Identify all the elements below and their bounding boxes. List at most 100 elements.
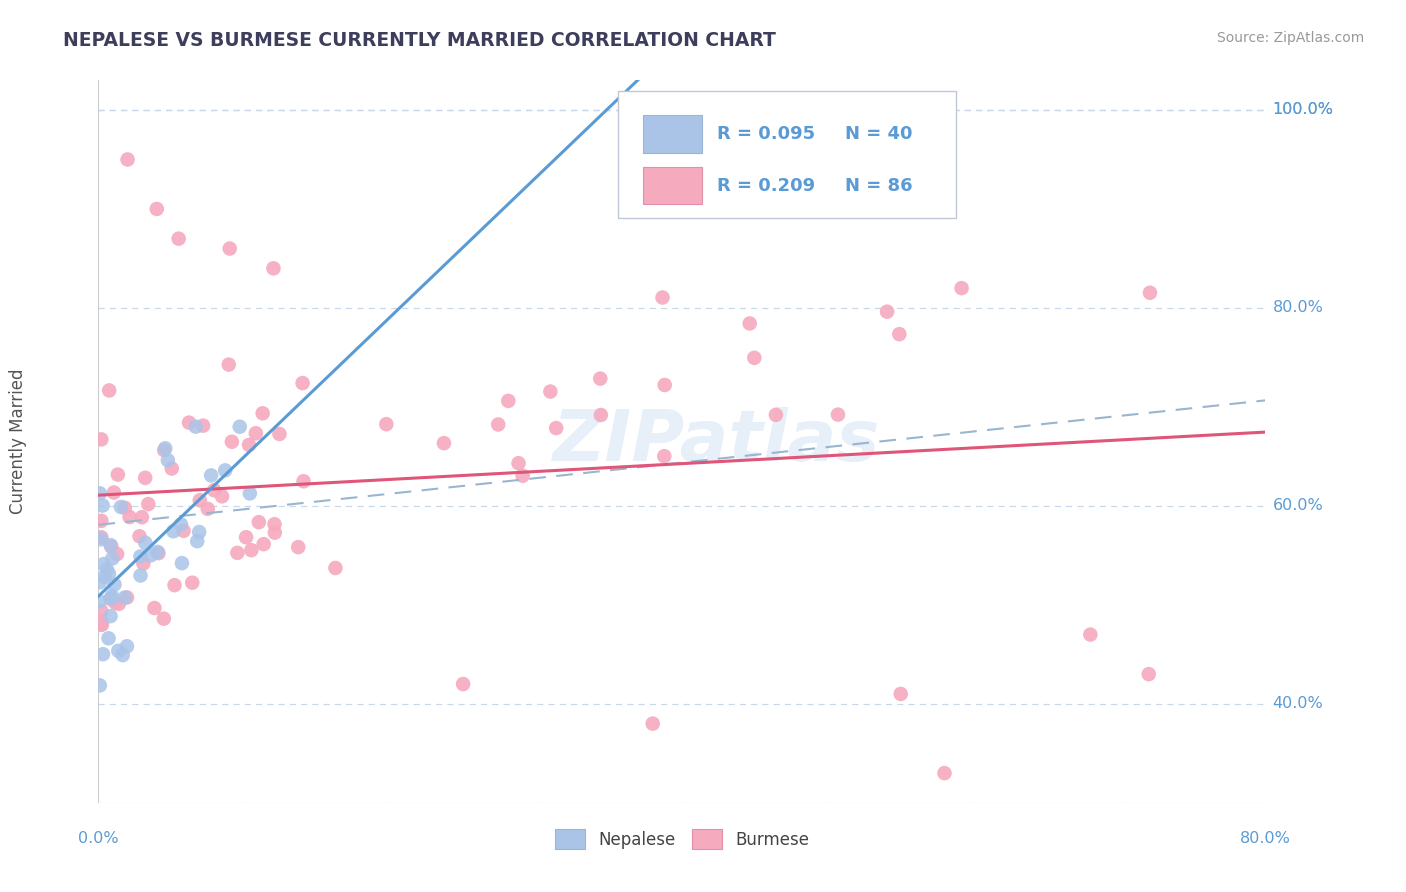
Point (96, 562, 118, 576)
Point (129, 549, 152, 564)
Point (211, 489, 233, 503)
Point (146, 545, 169, 559)
Point (89, 594, 111, 608)
Point (90, 615, 112, 629)
Point (263, 525, 285, 540)
Point (89, 678, 111, 692)
Point (90, 604, 112, 618)
Point (451, 677, 474, 691)
Point (90, 617, 112, 632)
Point (218, 358, 240, 372)
Point (738, 317, 761, 331)
Point (98, 384, 121, 398)
Point (114, 591, 136, 605)
Point (114, 500, 136, 515)
Point (97, 632, 120, 646)
Point (508, 456, 530, 470)
Point (170, 517, 193, 532)
Point (197, 501, 219, 516)
Point (1080, 627, 1102, 641)
Point (128, 529, 150, 543)
Point (252, 406, 274, 420)
Point (269, 426, 291, 441)
Point (104, 596, 127, 610)
Point (498, 393, 520, 408)
Point (101, 589, 124, 603)
Point (132, 557, 155, 571)
Point (107, 467, 129, 482)
Point (228, 419, 250, 434)
Point (90, 530, 112, 544)
Point (890, 687, 912, 701)
Point (136, 497, 159, 511)
Point (191, 418, 214, 433)
Point (115, 639, 138, 653)
Point (651, 291, 673, 305)
Point (118, 510, 141, 524)
Point (90, 514, 112, 528)
Point (375, 417, 398, 432)
Point (173, 524, 195, 538)
Text: 0.0%: 0.0% (79, 830, 118, 846)
Point (214, 463, 236, 477)
Point (245, 426, 267, 441)
Point (156, 453, 179, 467)
Point (117, 153, 139, 167)
Point (181, 575, 204, 590)
Point (93, 570, 115, 584)
Text: 60.0%: 60.0% (1272, 499, 1323, 514)
Point (155, 442, 177, 456)
Point (100, 540, 122, 554)
Point (110, 500, 132, 514)
Point (134, 471, 156, 485)
Text: ZIPatlas: ZIPatlas (553, 407, 880, 476)
Point (218, 242, 240, 256)
Point (160, 461, 183, 475)
Point (129, 568, 152, 582)
Point (89, 486, 111, 500)
Point (512, 468, 534, 483)
Point (889, 327, 911, 342)
Point (239, 486, 262, 500)
Point (291, 376, 314, 390)
FancyBboxPatch shape (617, 91, 956, 218)
Point (876, 304, 898, 318)
Point (589, 371, 612, 385)
Text: 40.0%: 40.0% (1272, 697, 1323, 711)
Point (240, 543, 263, 558)
Point (1139, 285, 1161, 300)
Point (167, 232, 190, 246)
Point (744, 351, 766, 365)
Point (91, 647, 114, 661)
Point (188, 524, 211, 539)
Point (652, 449, 675, 463)
Point (538, 384, 561, 399)
Text: NEPALESE VS BURMESE CURRENTLY MARRIED CORRELATION CHART: NEPALESE VS BURMESE CURRENTLY MARRIED CO… (63, 31, 776, 50)
Point (105, 547, 128, 561)
Point (177, 416, 200, 430)
Point (89, 575, 111, 590)
Point (486, 417, 509, 432)
Point (98, 591, 121, 606)
Text: 100.0%: 100.0% (1272, 103, 1334, 118)
Legend: Nepalese, Burmese: Nepalese, Burmese (548, 822, 815, 856)
Point (146, 202, 169, 216)
Text: N = 40: N = 40 (845, 125, 912, 144)
Text: Source: ZipAtlas.com: Source: ZipAtlas.com (1216, 31, 1364, 45)
Bar (644, 115, 702, 153)
Point (139, 549, 162, 563)
Point (184, 419, 207, 434)
Point (765, 408, 787, 422)
Point (131, 510, 153, 524)
Point (235, 530, 257, 544)
Point (103, 577, 125, 591)
Point (153, 612, 176, 626)
Point (100, 591, 122, 606)
Point (589, 408, 612, 422)
Point (162, 524, 184, 539)
Text: R = 0.209: R = 0.209 (717, 177, 815, 194)
Text: 100.0%: 100.0% (1272, 103, 1334, 118)
Point (654, 378, 676, 392)
Point (934, 766, 956, 780)
Point (163, 578, 186, 592)
